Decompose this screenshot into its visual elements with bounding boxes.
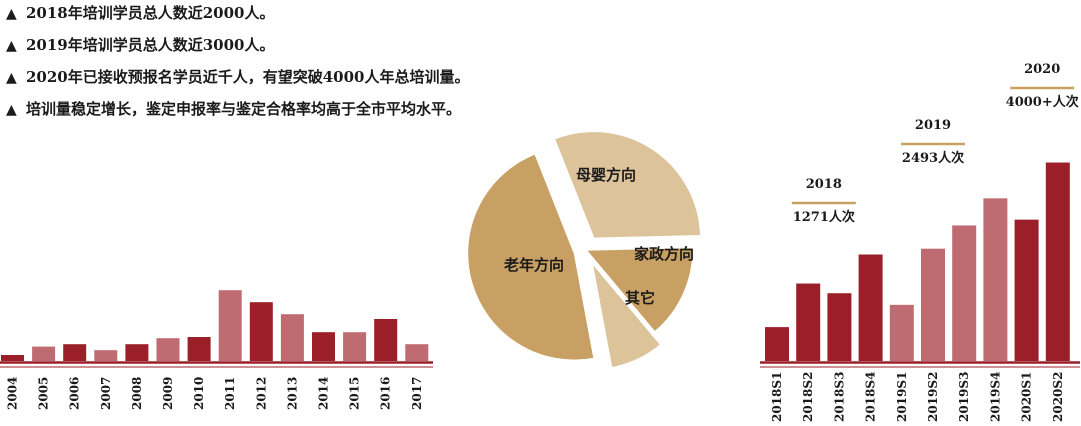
bar [1045,162,1070,361]
pie-slice-label: 老年方向 [503,256,564,274]
bar [32,346,56,361]
x-tick-label: 2018S3 [832,372,846,422]
bullet-text: 2019年培训学员总人数近3000人。 [26,36,275,54]
x-tick-label: 2009 [161,377,175,410]
x-tick-label: 2018S4 [864,372,878,422]
x-tick-label: 2007 [99,377,113,410]
x-tick-label: 2005 [37,377,51,410]
triangle-icon: ▲ [6,38,17,54]
pie-slice-label: 其它 [625,289,655,307]
annotation-value: 2493人次 [902,150,964,166]
bullet-item: ▲ 2019年培训学员总人数近3000人。 [6,34,470,66]
pie-slice-label: 家政方向 [634,245,694,263]
x-tick-label: 2016 [379,377,393,410]
bar [765,327,789,361]
x-tick-label: 2010 [192,377,206,410]
pie-slice [466,152,595,362]
bar [405,344,429,361]
bullet-list: ▲ 2018年培训学员总人数近2000人。 ▲ 2019年培训学员总人数近3000人… [6,2,470,130]
bar [343,332,367,361]
bar [889,304,914,361]
x-tick-label: 2019S3 [957,372,971,422]
x-tick-label: 2015 [348,377,362,410]
bar [125,344,149,361]
bar [156,338,180,361]
x-tick-label: 2020S2 [1051,372,1065,422]
bar [952,225,977,361]
triangle-icon: ▲ [6,102,17,118]
bar [312,332,335,361]
annotation-value: 1271人次 [793,209,855,225]
semester-bar-chart: 2018S1 2018S2 2018S3 2018S4 2019S1 2019S2 2019… [760,62,1080,422]
x-tick-label: 2014 [317,377,331,410]
x-tick-label: 2019S1 [895,372,909,422]
x-tick-label: 2019S2 [926,372,940,422]
annotation-year: 2018 [806,177,842,192]
x-tick-label: 2018S1 [770,372,784,422]
x-tick-label: 2020S1 [1020,372,1034,422]
bar [249,302,273,361]
annotation-value: 4000+人次 [1006,94,1079,110]
x-tick-label: 2011 [223,377,237,410]
annotation-year: 2020 [1024,62,1060,77]
pie-slice [584,246,694,334]
bar [94,350,118,361]
pie-slice [590,259,662,369]
bar [827,293,852,361]
triangle-icon: ▲ [6,6,17,22]
x-tick-label: 2006 [68,377,82,410]
bullet-text: 2020年已接收预报名学员近千人，有望突破4000人年总培训量。 [26,68,470,86]
pie-slice [553,130,702,240]
x-tick-label: 2008 [130,377,144,410]
x-tick-label: 2017 [410,377,424,410]
bullet-text: 2018年培训学员总人数近2000人。 [26,4,275,22]
bar [280,314,304,361]
bullet-item: ▲ 2020年已接收预报名学员近千人，有望突破4000人年总培训量。 [6,66,470,98]
bullet-text: 培训量稳定增长，鉴定申报率与鉴定合格率均高于全市平均水平。 [26,100,462,118]
x-tick-label: 2012 [254,377,268,410]
triangle-icon: ▲ [6,70,17,86]
pie-slice-label: 母婴方向 [576,166,636,184]
bar [796,283,821,361]
bar [63,344,87,361]
x-tick-label: 2004 [6,377,20,410]
bar [1014,219,1039,361]
annotation-year: 2019 [915,118,951,133]
bullet-item: ▲ 2018年培训学员总人数近2000人。 [6,2,470,34]
bar [374,319,398,361]
x-tick-label: 2018S2 [801,372,815,422]
yearly-bar-chart: 2004 2005 2006 2007 2008 2009 2010 2011 2012 2013… [0,290,433,410]
bar [187,337,211,361]
bullet-item: ▲ 培训量稳定增长，鉴定申报率与鉴定合格率均高于全市平均水平。 [6,98,470,130]
x-tick-label: 2019S4 [988,372,1002,422]
bar [921,248,945,361]
bar [858,254,883,361]
bar [1,355,24,361]
x-tick-label: 2013 [285,377,299,410]
bar [218,290,242,361]
bar [983,198,1008,361]
